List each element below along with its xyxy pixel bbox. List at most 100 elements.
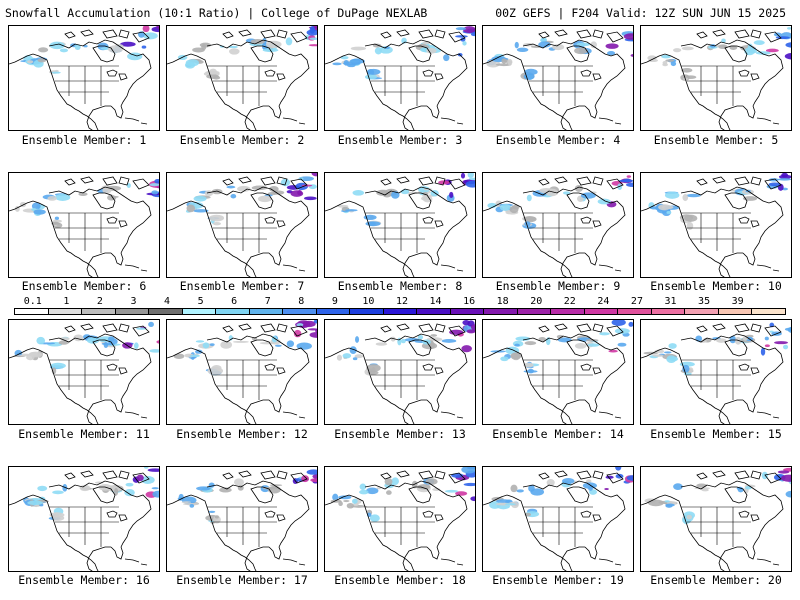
coastline xyxy=(584,399,598,413)
ensemble-member-map xyxy=(166,25,318,131)
coastline xyxy=(80,323,94,331)
coastline xyxy=(696,31,708,39)
coastline xyxy=(764,31,782,43)
ensemble-member-label: Ensemble Member: 9 xyxy=(495,279,621,293)
coastline xyxy=(260,470,276,480)
colorbar-swatch xyxy=(651,309,686,314)
coastline xyxy=(434,367,444,375)
coastline xyxy=(80,470,94,478)
north-america-map xyxy=(483,467,633,571)
colorbar-swatch xyxy=(15,309,49,314)
coastline xyxy=(724,486,748,504)
coastline xyxy=(641,53,731,130)
ensemble-member-map xyxy=(482,25,634,131)
colorbar-swatch xyxy=(383,309,418,314)
coastline xyxy=(738,510,750,518)
coastline xyxy=(140,416,148,419)
ensemble-member-label: Ensemble Member: 16 xyxy=(18,573,150,587)
snowfall-shading xyxy=(489,467,633,518)
snowfall-colorbar: 0.1 1 2 3 4 5 6 7 8 9 10 12 14 16 18 20 22 24 27 31 35 39 xyxy=(14,296,786,318)
coastline xyxy=(680,186,758,198)
coastline xyxy=(696,178,708,186)
snowfall-shading xyxy=(185,173,317,226)
coastline xyxy=(750,176,762,186)
coastline xyxy=(325,200,415,277)
coastline xyxy=(764,325,782,337)
coastline xyxy=(64,472,76,480)
coastline xyxy=(764,472,782,484)
ensemble-member-label: Ensemble Member: 12 xyxy=(176,427,308,441)
colorbar-tick-label: 12 xyxy=(395,296,409,307)
colorbar-tick-label: 9 xyxy=(331,296,338,307)
coastline xyxy=(48,333,126,345)
coastline xyxy=(408,486,432,504)
coastline xyxy=(750,73,760,81)
ensemble-member-map xyxy=(8,466,160,572)
snowfall-shading xyxy=(647,27,791,81)
coastline xyxy=(206,186,284,198)
coastline xyxy=(120,196,152,254)
coastline xyxy=(118,323,130,333)
coastline xyxy=(48,39,126,51)
ensemble-member-map xyxy=(166,319,318,425)
coastline xyxy=(118,73,128,81)
ensemble-member-label: Ensemble Member: 13 xyxy=(334,427,466,441)
coastline xyxy=(580,510,592,518)
coastline xyxy=(80,29,94,37)
coastline xyxy=(106,363,118,371)
ensemble-member-label: Ensemble Member: 20 xyxy=(650,573,782,587)
coastline xyxy=(448,325,466,337)
coastline xyxy=(566,192,590,210)
colorbar-swatch xyxy=(618,309,652,314)
coastline xyxy=(102,176,118,186)
coastline xyxy=(102,323,118,333)
coastline xyxy=(641,494,731,571)
coastline xyxy=(426,105,440,119)
coastline xyxy=(276,73,286,81)
coastline xyxy=(364,39,442,51)
coastline xyxy=(86,252,111,277)
coastline xyxy=(206,480,284,492)
colorbar-swatch xyxy=(216,309,250,314)
coastline xyxy=(250,339,274,357)
coastline xyxy=(92,192,116,210)
coastline xyxy=(48,186,126,198)
coastline xyxy=(64,178,76,186)
coastline xyxy=(402,399,427,424)
north-america-map xyxy=(325,26,475,130)
coastline xyxy=(483,494,573,571)
coastline xyxy=(260,29,276,39)
coastline xyxy=(92,486,116,504)
coastline xyxy=(592,176,604,186)
coastline xyxy=(718,399,743,424)
coastline xyxy=(718,546,743,571)
coastline xyxy=(448,31,466,43)
coastline xyxy=(124,264,140,269)
map-title: Snowfall Accumulation (10:1 Ratio) | Col… xyxy=(5,6,428,20)
coastline xyxy=(132,178,150,190)
coastline xyxy=(712,470,726,478)
coastline xyxy=(276,367,286,375)
ensemble-member-map xyxy=(324,466,476,572)
ensemble-member-label: Ensemble Member: 10 xyxy=(650,279,782,293)
coastline xyxy=(772,122,780,125)
north-america-map xyxy=(483,175,633,277)
coastline xyxy=(594,196,626,254)
coastline xyxy=(448,178,466,190)
colorbar-swatch xyxy=(584,309,619,314)
colorbar-swatch xyxy=(149,309,183,314)
coastline xyxy=(456,122,464,125)
coastline xyxy=(264,216,276,224)
coastline xyxy=(696,325,708,333)
coastline xyxy=(576,176,592,186)
coastline xyxy=(106,216,118,224)
snowfall-shading xyxy=(332,26,475,80)
coastline xyxy=(440,117,456,122)
coastline xyxy=(522,480,600,492)
coastline xyxy=(260,176,276,186)
north-america-map xyxy=(325,320,475,424)
coastline xyxy=(594,49,626,107)
coastline xyxy=(750,367,760,375)
ensemble-member-label: Ensemble Member: 8 xyxy=(337,279,463,293)
coastline xyxy=(260,323,276,333)
